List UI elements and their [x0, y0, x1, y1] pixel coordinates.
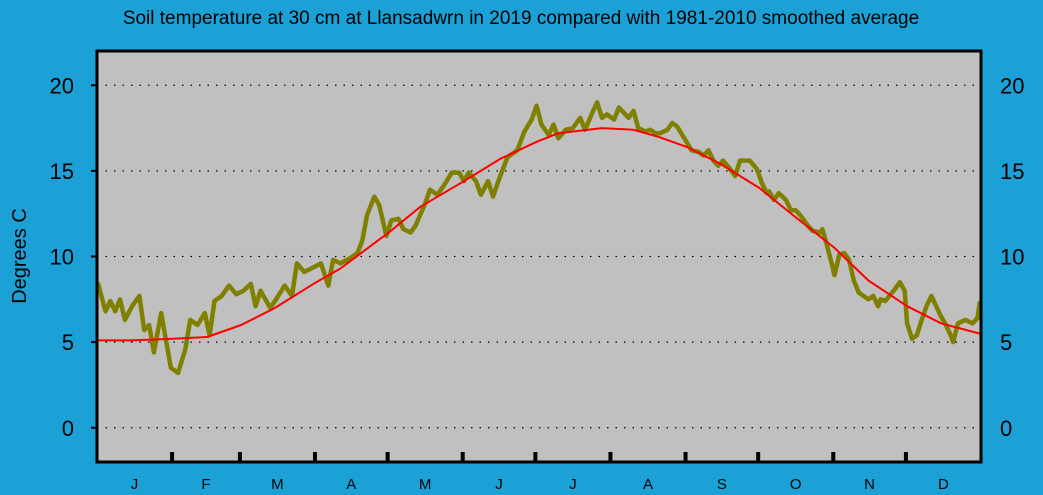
series-lines — [95, 100, 983, 376]
month-label: N — [864, 476, 875, 493]
month-label: A — [643, 476, 653, 493]
average-line — [97, 127, 981, 342]
y-tick-label-left: 15 — [50, 159, 74, 184]
plot-frame — [95, 49, 983, 464]
y-tick-label-left: 20 — [50, 73, 74, 98]
month-label: J — [131, 476, 139, 493]
y-tick-label-right: 5 — [1000, 330, 1012, 355]
y-tick-label-left: 10 — [50, 245, 74, 270]
month-label: S — [717, 476, 727, 493]
chart-title: Soil temperature at 30 cm at Llansadwrn … — [123, 8, 919, 29]
y-tick-label-right: 15 — [1000, 159, 1024, 184]
month-label: M — [271, 476, 284, 493]
y-tick-label-left: 5 — [62, 330, 74, 355]
y-tick-label-left: 0 — [62, 416, 74, 441]
month-label: F — [201, 476, 210, 493]
month-label: D — [938, 476, 949, 493]
y-tick-label-right: 0 — [1000, 416, 1012, 441]
month-label: J — [495, 476, 503, 493]
month-label: M — [419, 476, 432, 493]
month-label: A — [346, 476, 356, 493]
month-label: J — [569, 476, 577, 493]
y-tick-label-right: 20 — [1000, 73, 1024, 98]
y-axis-label: Degrees C — [9, 208, 31, 304]
month-label: O — [790, 476, 802, 493]
y-tick-label-right: 10 — [1000, 245, 1024, 270]
y-tick-labels: 0 0 5 5 10 10 15 15 20 20 — [50, 73, 1025, 441]
